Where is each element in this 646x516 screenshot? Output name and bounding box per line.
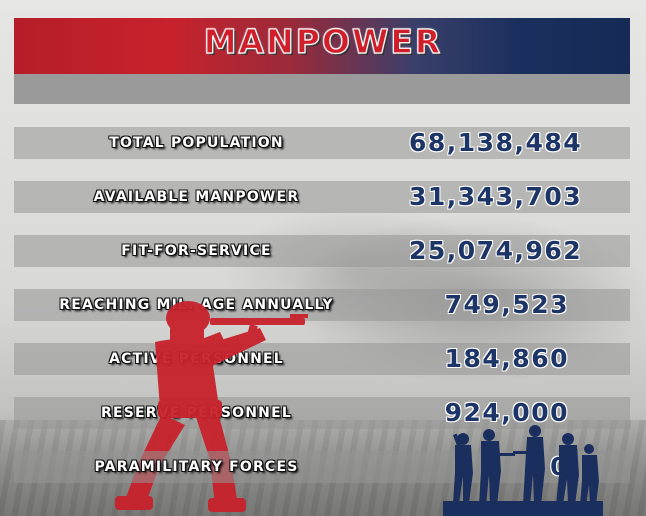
header-band <box>14 18 630 74</box>
soldier-group-silhouette-navy-icon <box>443 425 603 516</box>
stat-label: FIT-FOR-SERVICE <box>121 243 272 259</box>
header-subband <box>14 74 630 104</box>
page-title: MANPOWER <box>203 21 443 61</box>
stat-row-reserve-personnel: RESERVE PERSONNEL 924,000 <box>14 397 630 429</box>
stat-value: 184,860 <box>444 344 569 373</box>
stat-value: 749,523 <box>444 290 569 319</box>
stat-row-total-population: TOTAL POPULATION 68,138,484 <box>14 127 630 159</box>
stat-row-active-personnel: ACTIVE PERSONNEL 184,860 <box>14 343 630 375</box>
stat-value: 25,074,962 <box>409 236 583 265</box>
stat-row-reaching-mil-age: REACHING MIL. AGE ANNUALLY 749,523 <box>14 289 630 321</box>
stat-row-fit-for-service: FIT-FOR-SERVICE 25,074,962 <box>14 235 630 267</box>
stat-value: 31,343,703 <box>409 182 583 211</box>
stat-value: 924,000 <box>444 398 569 427</box>
stat-label: TOTAL POPULATION <box>109 135 284 151</box>
stat-label: PARAMILITARY FORCES <box>94 459 299 475</box>
stat-row-available-manpower: AVAILABLE MANPOWER 31,343,703 <box>14 181 630 213</box>
soldier-silhouette-red-icon <box>115 301 308 512</box>
stat-value: 68,138,484 <box>409 128 583 157</box>
stat-label: AVAILABLE MANPOWER <box>93 189 300 205</box>
